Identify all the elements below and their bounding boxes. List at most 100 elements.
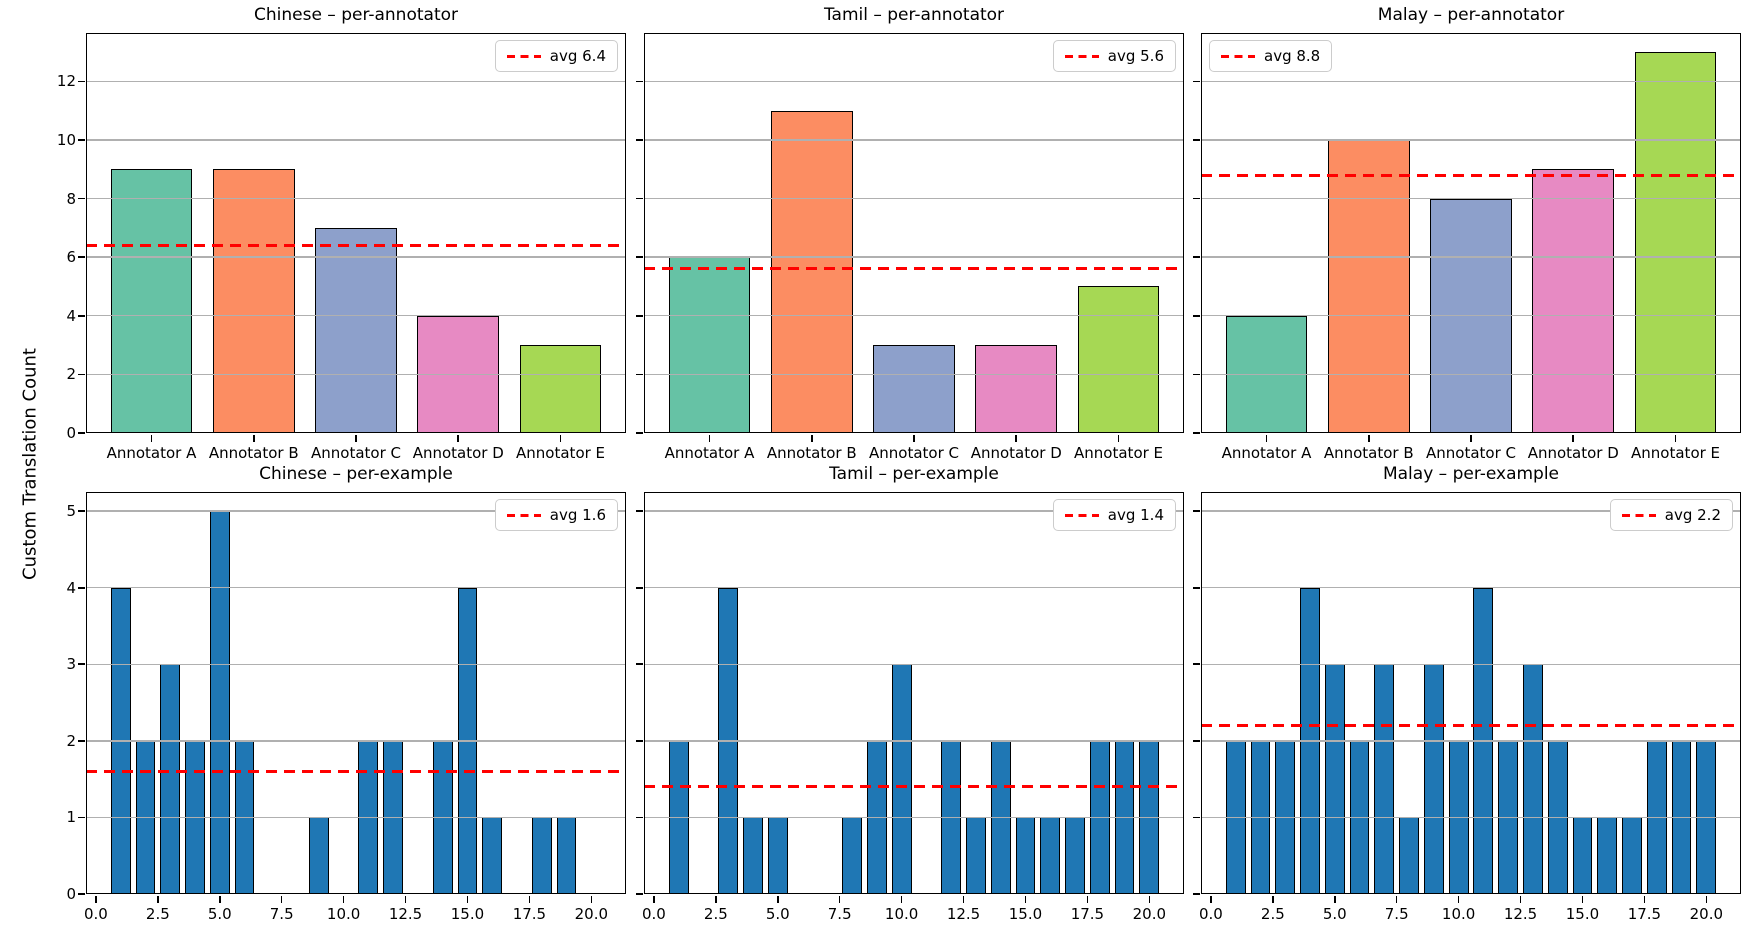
bar-x2 <box>693 893 714 894</box>
avg-line <box>644 785 1184 789</box>
y-tick <box>1192 663 1200 666</box>
x-tick-label: Annotator B <box>1323 444 1414 462</box>
x-tick-label: Annotator A <box>664 444 755 462</box>
gridline-y-8 <box>644 197 1184 200</box>
gridline-y-2 <box>86 740 626 742</box>
y-tick <box>1192 139 1200 141</box>
y-tick <box>635 80 643 83</box>
gridline-y-6 <box>86 256 626 258</box>
x-tick <box>653 895 655 903</box>
x-tick <box>466 895 469 903</box>
x-tick <box>1148 895 1151 903</box>
gridline-y-12 <box>1201 80 1741 83</box>
gridline-y-10 <box>644 139 1184 141</box>
y-tick <box>77 373 85 376</box>
avg-line <box>644 267 1184 271</box>
x-tick <box>1457 895 1460 903</box>
x-tick-label: 12.5 <box>946 905 981 923</box>
gridline-y-6 <box>644 256 1184 258</box>
x-tick-label: 5.0 <box>207 905 232 923</box>
x-tick <box>218 895 221 903</box>
x-tick <box>1015 434 1018 442</box>
gridline-y-3 <box>644 663 1184 665</box>
bar-x15 <box>1015 817 1036 894</box>
gridline-y-10 <box>86 139 626 141</box>
x-tick-label: Annotator C <box>311 444 401 462</box>
chart-title: Malay – per-annotator <box>1377 5 1565 25</box>
gridline-y-2 <box>644 373 1184 376</box>
x-tick <box>355 434 357 442</box>
legend-label: avg 8.8 <box>1264 47 1321 65</box>
bar-x5 <box>1324 664 1345 894</box>
y-tick-label: 10 <box>56 130 76 149</box>
legend-label: avg 6.4 <box>549 47 606 65</box>
x-tick-label: 5.0 <box>765 905 790 923</box>
y-tick-label: 6 <box>66 248 76 267</box>
gridline-y-12 <box>86 80 626 83</box>
gridline-y-1 <box>644 816 1184 819</box>
x-tick <box>528 895 531 903</box>
x-tick <box>404 895 407 903</box>
bar-x8 <box>1399 817 1419 894</box>
bar-x10 <box>333 893 354 894</box>
gridline-y-4 <box>644 587 1184 589</box>
y-tick-label: 0 <box>66 885 76 903</box>
y-tick <box>1192 893 1200 895</box>
bar-x7 <box>259 893 280 894</box>
plot-area: avg 6.4 0 2 4 6 8 10 12 Annotator A Annotator B A… <box>57 33 626 462</box>
x-tick-label: Annotator B <box>766 444 857 462</box>
y-tick <box>635 740 643 742</box>
x-tick-label: 15.0 <box>450 905 485 923</box>
x-tick-label: 17.5 <box>1627 905 1662 923</box>
x-tick-label: 2.5 <box>145 905 170 923</box>
x-tick <box>1581 895 1584 903</box>
bar-x20 <box>581 893 602 894</box>
gridline-y-5 <box>1201 510 1741 512</box>
avg-line <box>86 769 626 773</box>
y-tick <box>77 432 85 434</box>
y-tick <box>635 663 643 666</box>
x-tick <box>590 895 593 903</box>
plot-area: avg 8.8 Annotator A Annotator B Annotator … <box>1192 33 1741 462</box>
y-tick <box>1192 197 1200 200</box>
y-tick-label: 1 <box>66 808 76 827</box>
bar-x17 <box>1622 817 1642 894</box>
x-tick-label: 0.0 <box>1198 905 1223 923</box>
bar-x5 <box>767 817 788 894</box>
x-tick-label: Annotator B <box>208 444 299 462</box>
x-tick <box>95 895 97 903</box>
y-tick <box>77 510 85 512</box>
y-tick <box>77 197 85 200</box>
x-tick <box>157 895 159 903</box>
y-tick-label: 5 <box>66 502 76 521</box>
y-tick <box>635 314 643 317</box>
legend: avg 2.2 <box>1609 499 1733 531</box>
y-tick <box>77 80 85 83</box>
x-tick <box>810 434 813 442</box>
y-tick <box>77 816 85 819</box>
avg-dashed-line-icon <box>1221 54 1255 58</box>
x-tick-label: Annotator C <box>1426 444 1516 462</box>
y-tick-label: 0 <box>66 424 76 442</box>
x-tick <box>838 895 841 903</box>
avg-line <box>86 243 626 247</box>
gridline-y-1 <box>86 816 626 819</box>
bar-x7 <box>817 893 838 894</box>
bar-x9 <box>308 817 329 894</box>
gridline-y-5 <box>644 510 1184 512</box>
bar-x16 <box>1040 817 1061 894</box>
x-tick-label: 5.0 <box>1322 905 1347 923</box>
legend: avg 1.6 <box>494 499 618 531</box>
x-tick-label: 7.5 <box>1384 905 1409 923</box>
x-tick <box>962 895 965 903</box>
x-tick-label: 7.5 <box>269 905 294 923</box>
x-tick <box>1265 434 1268 442</box>
x-tick <box>1117 434 1120 442</box>
y-tick-label: 4 <box>66 306 76 325</box>
gridline-y-4 <box>1201 587 1741 589</box>
x-tick-label: 12.5 <box>1503 905 1538 923</box>
x-tick-label: Annotator D <box>1527 444 1619 462</box>
x-tick <box>1086 895 1089 903</box>
bar-x7 <box>1374 664 1395 894</box>
gridline-y-3 <box>86 663 626 665</box>
